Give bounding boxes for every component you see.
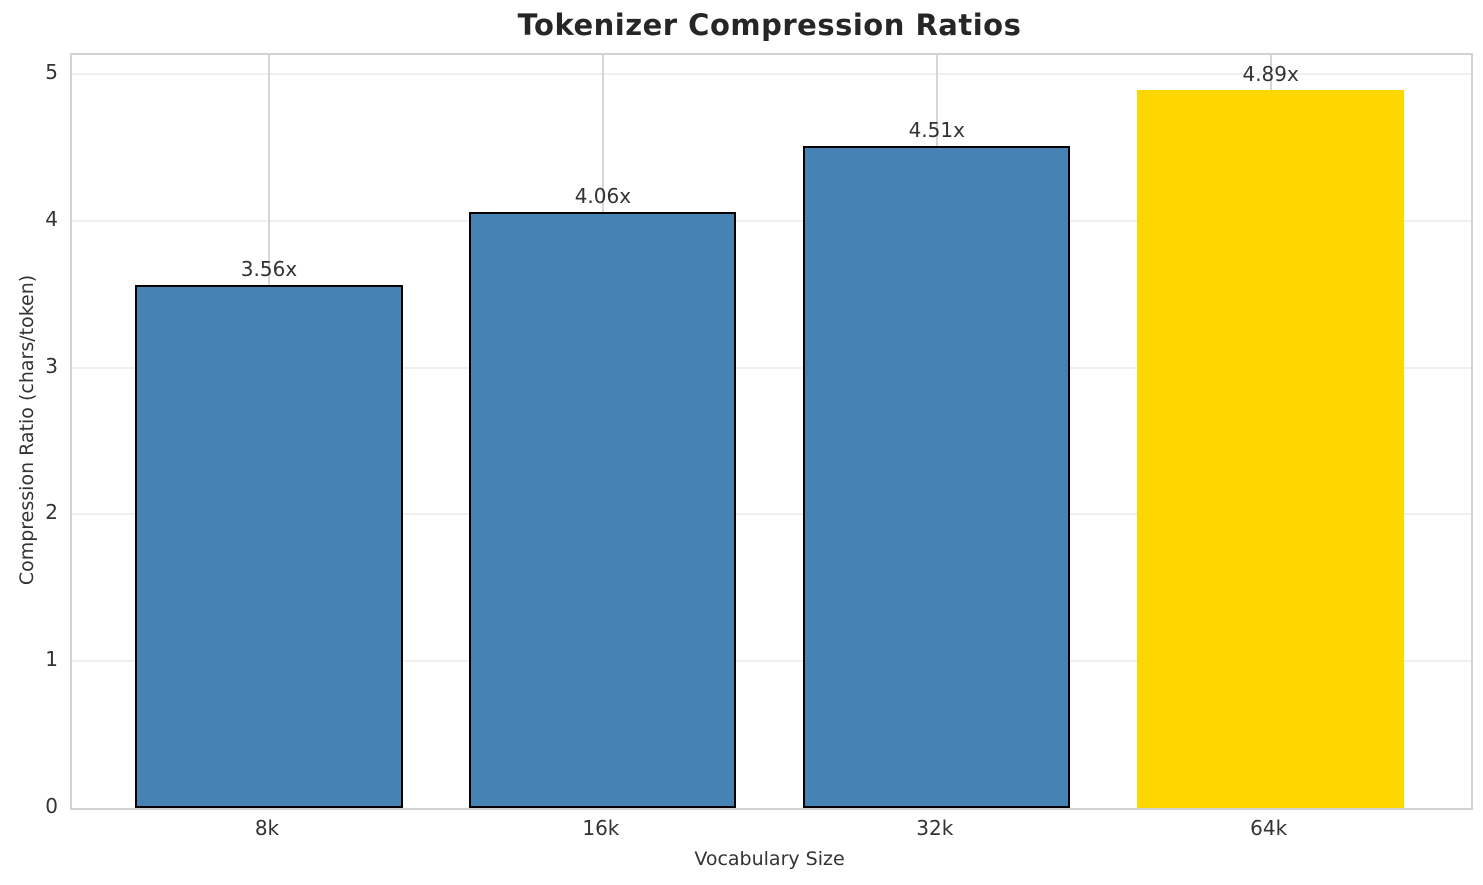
horizontal-gridline: [72, 366, 1471, 369]
y-axis-label: Compression Ratio (chars/token): [16, 274, 38, 586]
bar-value-label: 4.89x: [1242, 62, 1299, 87]
x-tick-label-16k: 16k: [582, 816, 620, 840]
x-tick-label-64k: 64k: [1250, 816, 1288, 840]
x-tick-label-8k: 8k: [254, 816, 280, 840]
horizontal-gridline: [72, 513, 1471, 516]
chart-title: Tokenizer Compression Ratios: [517, 8, 1022, 42]
bar-32k: [803, 146, 1071, 808]
y-tick-label: 0: [45, 794, 58, 818]
y-tick-label: 5: [45, 60, 58, 85]
x-axis-tick-labels: 8k 16k 32k 64k: [70, 808, 1469, 840]
bar-16k: [469, 212, 737, 808]
horizontal-gridline: [72, 73, 1471, 76]
y-tick-label: 3: [45, 353, 58, 378]
horizontal-gridline: [72, 219, 1471, 222]
horizontal-gridline: [72, 660, 1471, 663]
y-tick-label: 2: [45, 500, 58, 525]
y-axis-tick-labels: 0 1 2 3 4 5: [0, 53, 58, 818]
bar-value-label: 4.06x: [574, 184, 632, 209]
plot-area: 3.56x 4.06x 4.51x 4.89x: [70, 53, 1473, 810]
bar-64k: [1137, 90, 1405, 808]
x-tick-label-32k: 32k: [916, 816, 954, 840]
x-axis-label: Vocabulary Size: [694, 848, 845, 870]
y-tick-label: 1: [45, 647, 58, 672]
bar-value-label: 4.51x: [908, 118, 965, 142]
bar-8k: [135, 285, 403, 808]
y-tick-label: 4: [45, 206, 58, 231]
bar-value-label: 3.56x: [240, 257, 298, 282]
